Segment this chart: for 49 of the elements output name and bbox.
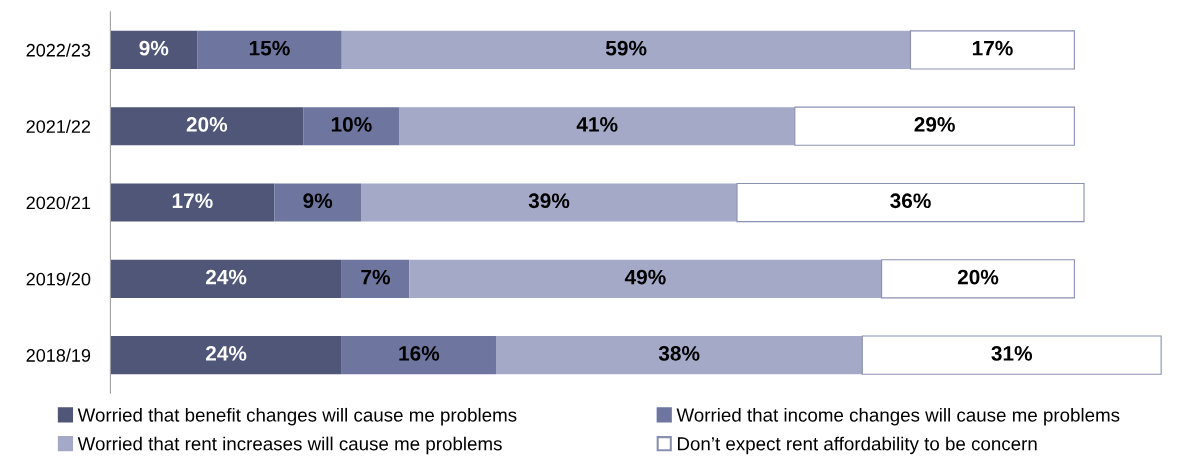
bar (274, 183, 362, 222)
data-label: 7% (361, 269, 390, 285)
legend-label: Worried that benefit changes will cause me problems (77, 407, 517, 426)
data-label: 9% (303, 193, 333, 209)
y-tick-label: 2022/23 (26, 43, 91, 57)
data-label: 20% (957, 269, 999, 285)
legend-label: Don’t expect rent affordability to be concern (677, 436, 1037, 455)
bar (341, 259, 410, 298)
bar (409, 259, 882, 298)
bar (110, 30, 198, 69)
data-label: 29% (914, 117, 955, 132)
y-tick-label: 2018/19 (26, 348, 91, 362)
bar (197, 30, 342, 69)
data-label: 36% (890, 193, 931, 209)
bar (881, 259, 1075, 299)
data-label: 10% (331, 117, 372, 132)
data-label: 15% (249, 40, 290, 56)
data-label: 24% (205, 345, 247, 361)
bar (736, 182, 1085, 223)
bar (399, 107, 795, 146)
data-label: 20% (186, 117, 228, 132)
y-tick-label: 2021/22 (26, 119, 91, 133)
data-label: 39% (528, 193, 570, 209)
bar (861, 335, 1162, 375)
data-label: 17% (972, 40, 1013, 56)
bar (495, 336, 863, 375)
bar (110, 259, 342, 298)
y-tick-label: 2019/20 (26, 272, 91, 286)
bar (361, 183, 737, 222)
bar (110, 336, 342, 375)
legend-label: Worried that rent increases will cause me problems (77, 436, 502, 455)
y-tick-label: 2020/21 (26, 195, 91, 210)
data-label: 38% (658, 345, 700, 361)
bar (341, 336, 496, 375)
bar (909, 30, 1075, 70)
data-label: 59% (605, 40, 647, 56)
bar (341, 30, 911, 69)
data-label: 9% (139, 40, 169, 56)
bar (794, 106, 1075, 146)
bar (110, 107, 304, 146)
bar (303, 107, 400, 146)
data-label: 17% (172, 193, 213, 209)
legend-label: Worried that income changes will cause me problems (676, 407, 1120, 426)
data-label: 24% (205, 269, 247, 285)
data-label: 16% (399, 345, 440, 361)
data-label: 41% (576, 117, 618, 132)
data-label: 31% (991, 345, 1033, 361)
bar (110, 183, 275, 222)
data-label: 49% (624, 269, 666, 285)
